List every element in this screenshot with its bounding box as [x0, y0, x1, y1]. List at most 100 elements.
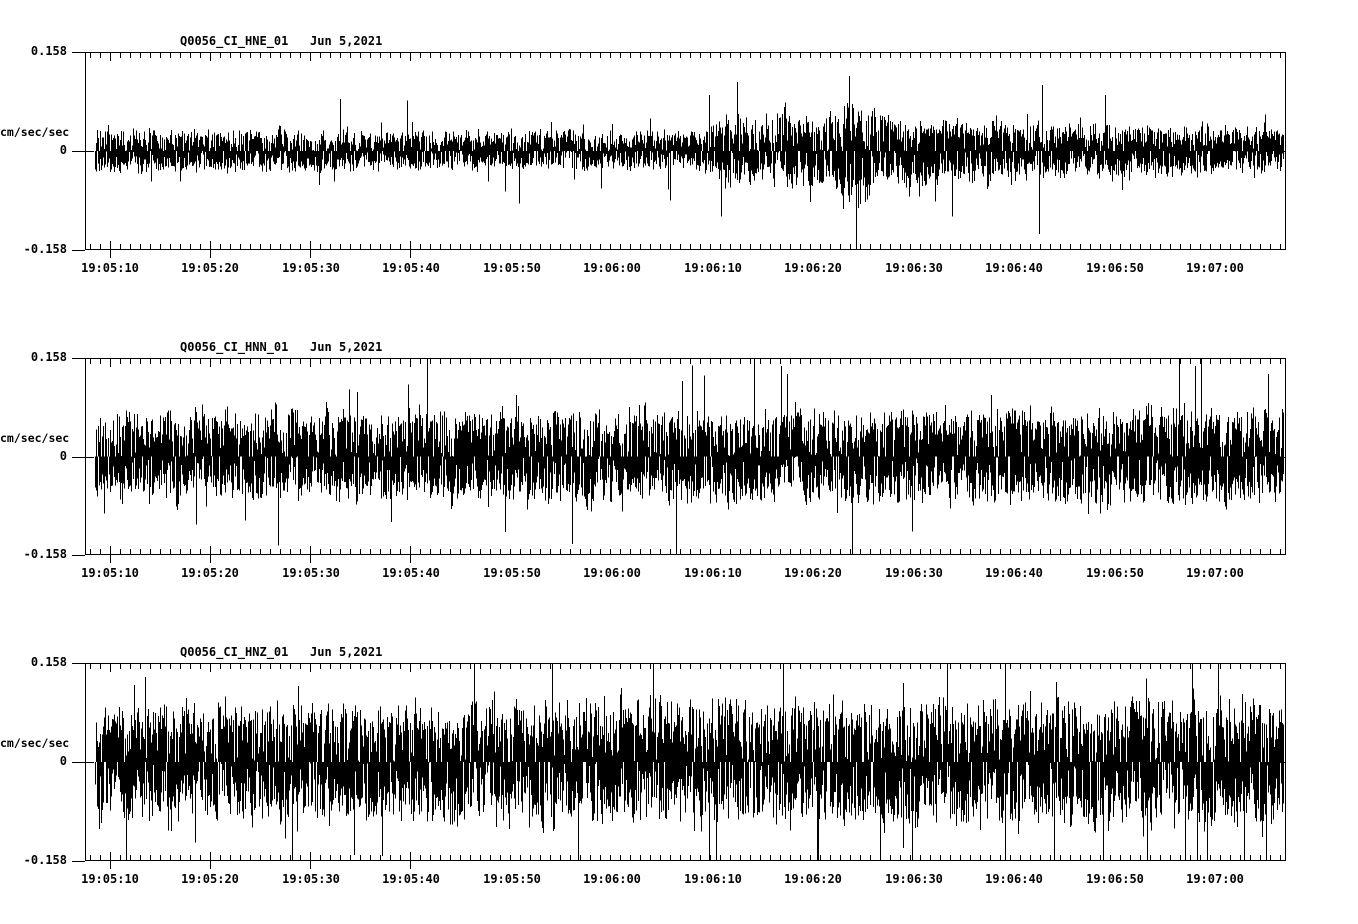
minor-x-tick [860, 663, 862, 669]
minor-x-tick [1280, 855, 1282, 861]
minor-x-tick [230, 549, 232, 555]
ytick-label-min: -0.158 [23, 853, 67, 867]
minor-x-tick [170, 663, 172, 669]
minor-x-tick [370, 52, 372, 58]
minor-x-tick [340, 663, 342, 669]
minor-x-tick [540, 855, 542, 861]
minor-x-tick [1020, 52, 1022, 58]
minor-x-tick [1120, 244, 1122, 250]
minor-x-tick [180, 855, 182, 861]
minor-x-tick [1090, 855, 1092, 861]
minor-x-tick [390, 244, 392, 250]
minor-x-tick [980, 549, 982, 555]
minor-x-tick [160, 244, 162, 250]
minor-x-tick [1180, 855, 1182, 861]
minor-x-tick [1170, 52, 1172, 58]
minor-x-tick [790, 663, 792, 669]
minor-x-tick [570, 244, 572, 250]
minor-x-tick [1110, 244, 1112, 250]
minor-x-tick [1100, 244, 1102, 250]
minor-x-tick [190, 244, 192, 250]
ytick-label-zero: 0 [59, 754, 67, 768]
ytick-label-zero: 0 [59, 448, 67, 463]
minor-x-tick [340, 549, 342, 555]
minor-x-tick [750, 549, 752, 555]
minor-x-tick [400, 52, 402, 58]
minor-x-tick [710, 358, 712, 364]
minor-x-tick [550, 549, 552, 555]
minor-x-tick [600, 549, 602, 555]
minor-x-tick [130, 663, 132, 669]
minor-x-tick [930, 244, 932, 250]
minor-x-tick [470, 549, 472, 555]
minor-x-tick [1030, 855, 1032, 861]
minor-x-tick [450, 855, 452, 861]
minor-x-tick [230, 244, 232, 250]
minor-x-tick [830, 663, 832, 669]
minor-x-tick [740, 549, 742, 555]
minor-x-tick [1220, 549, 1222, 555]
major-x-tick [110, 663, 112, 672]
zero-line-tick [85, 151, 94, 153]
minor-x-tick [1260, 358, 1262, 364]
major-x-tick-outward [110, 250, 112, 258]
major-x-tick [410, 852, 412, 861]
minor-x-tick [330, 855, 332, 861]
minor-x-tick [690, 52, 692, 58]
minor-x-tick [730, 244, 732, 250]
minor-x-tick [180, 358, 182, 364]
minor-x-tick [600, 358, 602, 364]
xtick-label: 19:05:30 [282, 261, 340, 275]
minor-x-tick [600, 855, 602, 861]
minor-x-tick [900, 244, 902, 250]
minor-x-tick [100, 855, 102, 861]
major-x-tick-outward [210, 555, 212, 563]
minor-x-tick [1040, 549, 1042, 555]
minor-x-tick [1150, 244, 1152, 250]
minor-x-tick [300, 855, 302, 861]
seismic-trace [95, 663, 1284, 861]
minor-x-tick [170, 855, 172, 861]
xtick-label: 19:06:50 [1086, 261, 1144, 275]
minor-x-tick [1120, 855, 1122, 861]
minor-x-tick [770, 855, 772, 861]
major-x-tick [210, 241, 212, 250]
minor-x-tick [990, 52, 992, 58]
minor-x-tick [300, 549, 302, 555]
minor-x-tick [1020, 358, 1022, 364]
minor-x-tick [800, 663, 802, 669]
minor-x-tick [810, 663, 812, 669]
minor-x-tick [420, 663, 422, 669]
minor-x-tick [180, 663, 182, 669]
minor-x-tick [620, 244, 622, 250]
minor-x-tick [270, 52, 272, 58]
minor-x-tick [610, 855, 612, 861]
minor-x-tick [1130, 663, 1132, 669]
minor-x-tick [1280, 52, 1282, 58]
minor-x-tick [340, 358, 342, 364]
minor-x-tick [510, 358, 512, 364]
minor-x-tick [580, 52, 582, 58]
minor-x-tick [720, 244, 722, 250]
xtick-label: 19:05:30 [282, 566, 340, 580]
minor-x-tick [140, 358, 142, 364]
minor-x-tick [1030, 244, 1032, 250]
minor-x-tick [700, 855, 702, 861]
minor-x-tick [650, 549, 652, 555]
minor-x-tick [430, 358, 432, 364]
minor-x-tick [400, 244, 402, 250]
minor-x-tick [800, 52, 802, 58]
minor-x-tick [990, 663, 992, 669]
minor-x-tick [1010, 663, 1012, 669]
minor-x-tick [1110, 52, 1112, 58]
minor-x-tick [500, 52, 502, 58]
minor-x-tick [500, 663, 502, 669]
minor-x-tick [750, 855, 752, 861]
xtick-label: 19:05:20 [181, 566, 239, 580]
minor-x-tick [620, 358, 622, 364]
minor-x-tick [500, 549, 502, 555]
xtick-label: 19:05:40 [382, 566, 440, 580]
xtick-label: 19:06:40 [985, 261, 1043, 275]
major-x-tick [110, 546, 112, 555]
minor-x-tick [980, 855, 982, 861]
